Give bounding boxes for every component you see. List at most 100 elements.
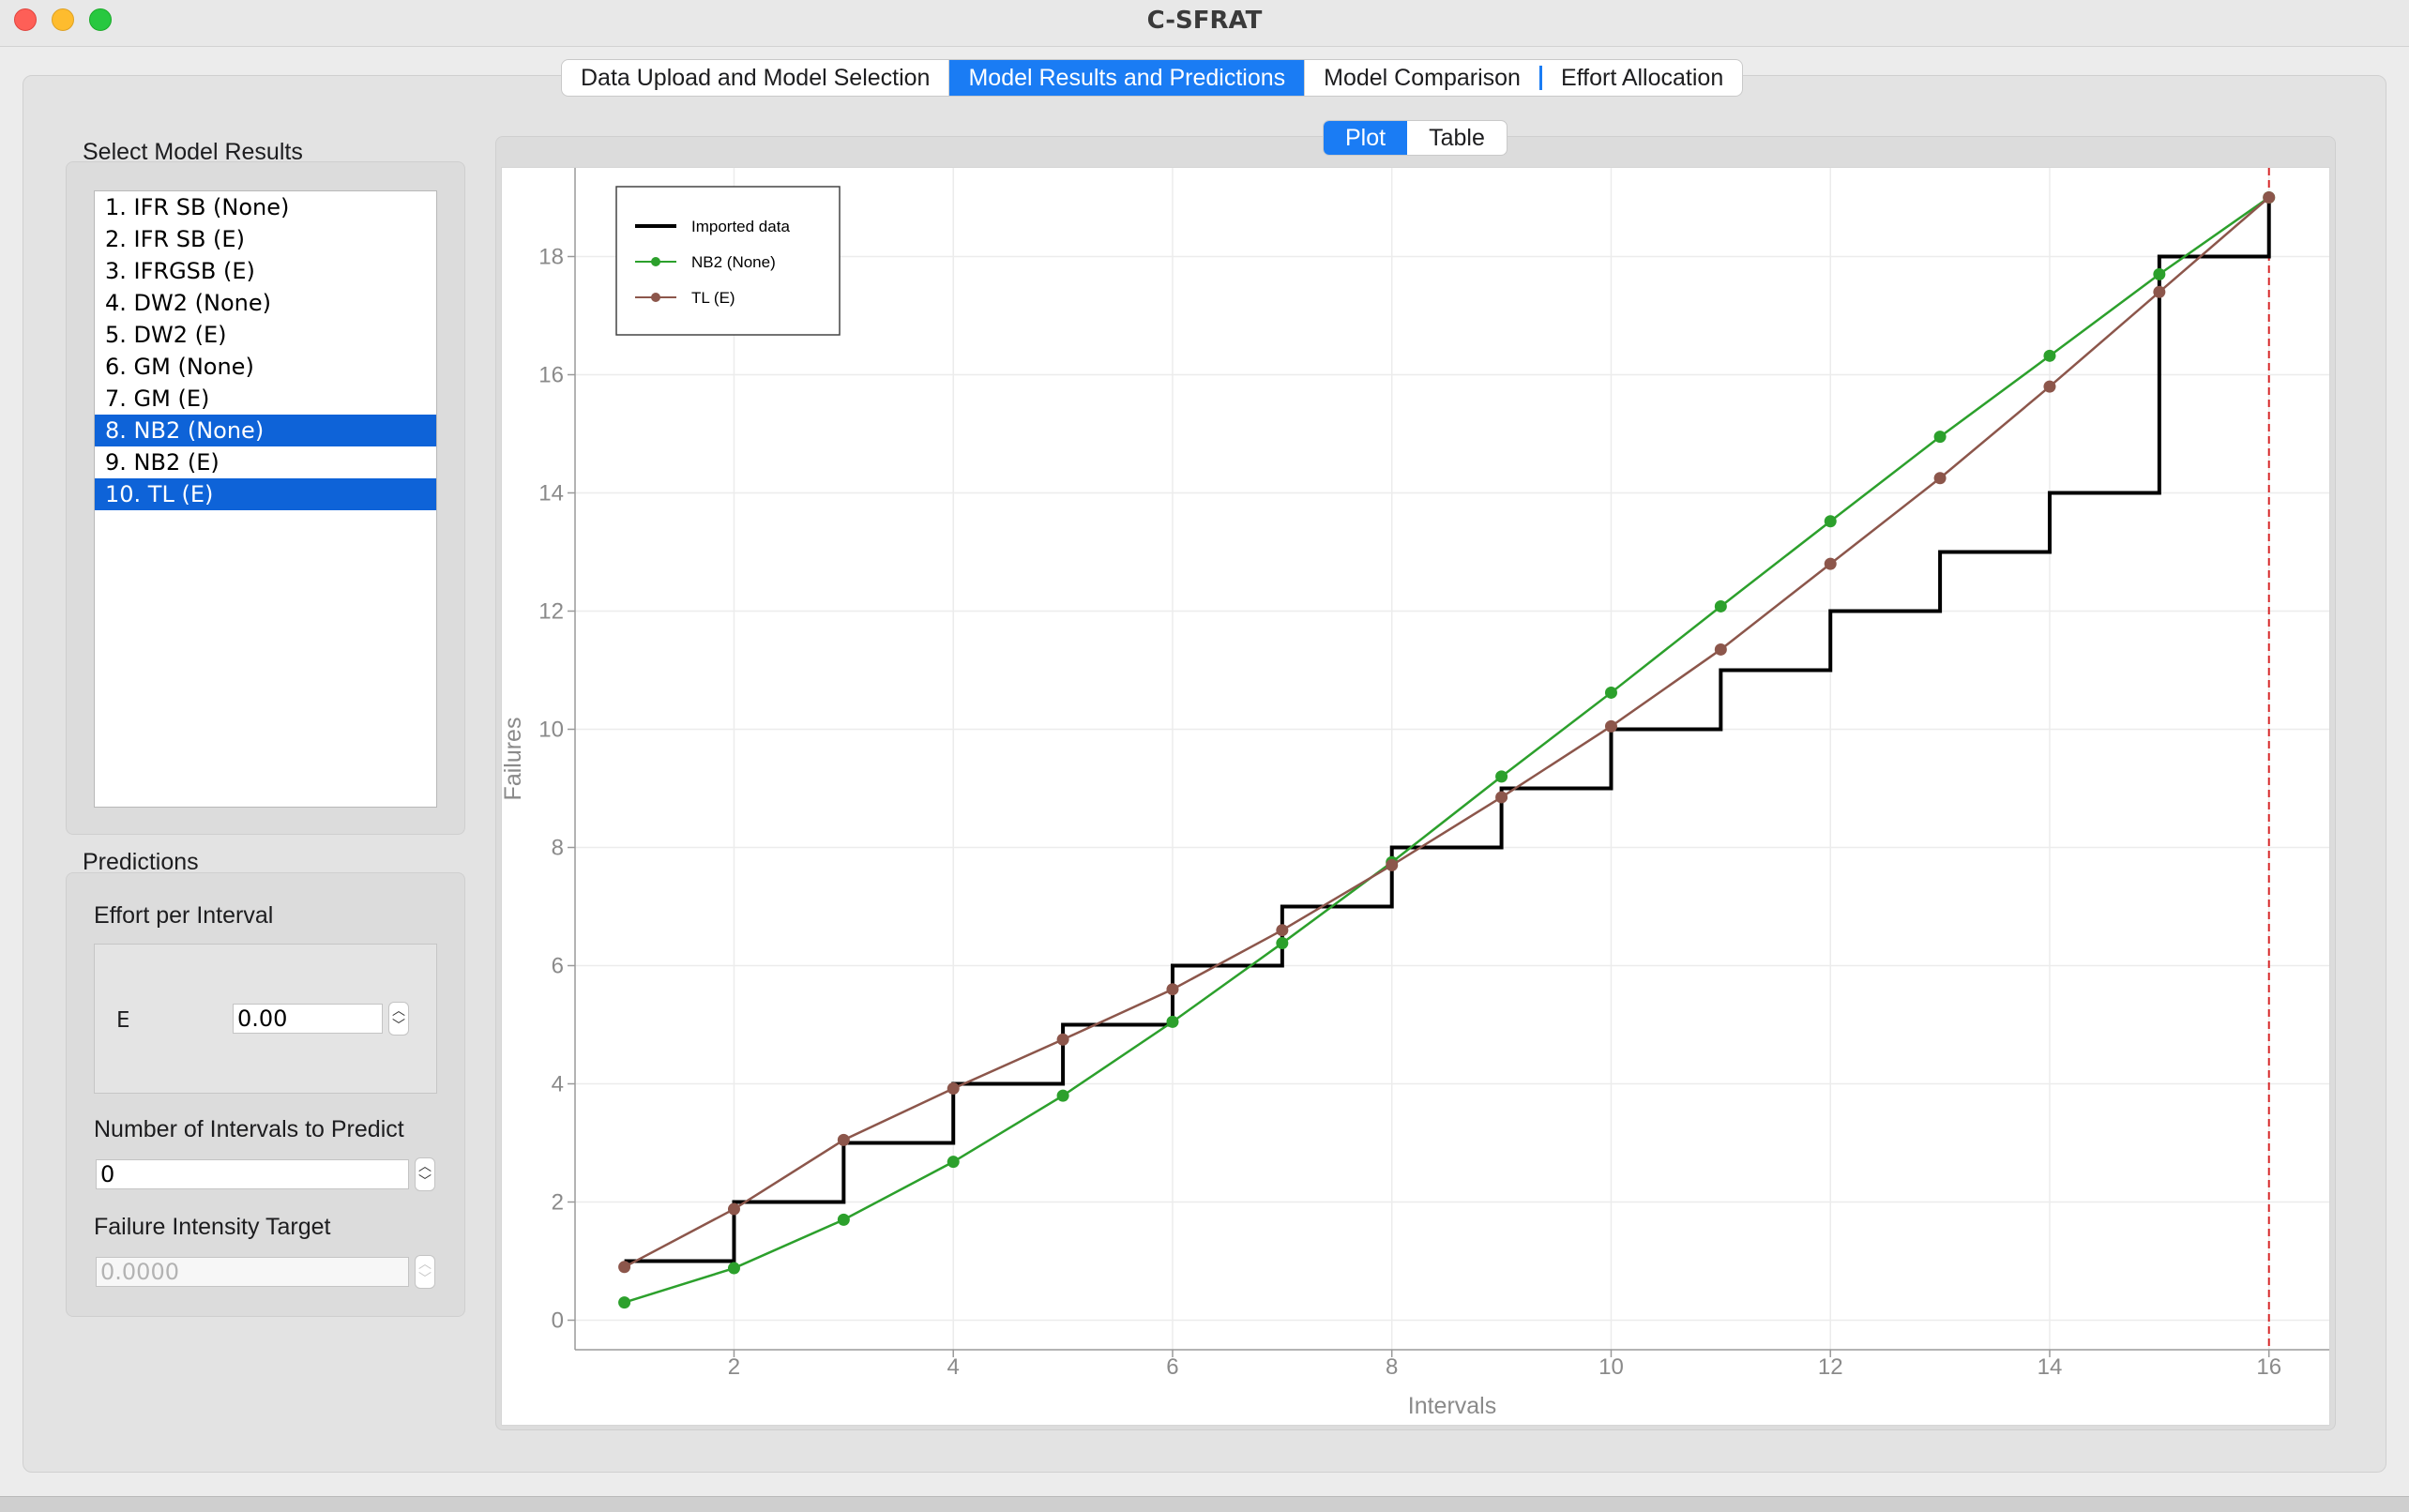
data-point bbox=[1495, 770, 1508, 783]
tab-model-comparison[interactable]: Model Comparison bbox=[1324, 65, 1521, 91]
plot-table-tab-bar: Plot Table bbox=[1323, 120, 1508, 156]
data-point bbox=[727, 1262, 740, 1275]
series-line bbox=[624, 196, 2270, 1268]
close-window-button[interactable] bbox=[14, 8, 37, 31]
data-point bbox=[1604, 719, 1617, 733]
effort-variable-label: E bbox=[116, 1008, 130, 1033]
data-point bbox=[2043, 380, 2056, 393]
model-results-title: Select Model Results bbox=[83, 139, 303, 165]
data-point bbox=[1166, 1015, 1179, 1028]
model-item[interactable]: 4. DW2 (None) bbox=[105, 290, 271, 316]
data-point bbox=[618, 1261, 631, 1274]
plot-canvas[interactable]: 2 4 6 8 10 12 14 16 0 2 4 6 8 10 12 14 16 18 Intervals Fail… bbox=[500, 167, 2330, 1426]
x-tick-label: 8 bbox=[1386, 1354, 1398, 1380]
intensity-stepper: ︿ ﹀ bbox=[415, 1255, 435, 1289]
data-point bbox=[1056, 1089, 1069, 1102]
predictions-group bbox=[66, 872, 465, 1317]
model-list[interactable]: 1. IFR SB (None) 2. IFR SB (E) 3. IFRGSB… bbox=[94, 190, 437, 808]
data-point bbox=[1495, 791, 1508, 804]
y-tick-label: 8 bbox=[552, 836, 564, 861]
model-item[interactable]: 1. IFR SB (None) bbox=[105, 194, 290, 220]
data-point bbox=[727, 1202, 740, 1216]
model-item-selected[interactable]: 10. TL (E) bbox=[95, 478, 436, 510]
y-tick-label: 12 bbox=[538, 599, 564, 625]
model-item[interactable]: 3. IFRGSB (E) bbox=[105, 258, 255, 284]
y-tick-label: 18 bbox=[538, 245, 564, 270]
x-tick-label: 2 bbox=[728, 1354, 740, 1380]
minimize-window-button[interactable] bbox=[52, 8, 74, 31]
y-tick-label: 6 bbox=[552, 954, 564, 979]
y-tick-label: 4 bbox=[552, 1072, 564, 1097]
y-tick-label: 14 bbox=[538, 481, 564, 507]
tab-plot[interactable]: Plot bbox=[1324, 121, 1408, 155]
x-tick-label: 4 bbox=[947, 1354, 960, 1380]
legend-marker bbox=[651, 293, 660, 302]
failure-intensity-target-label: Failure Intensity Target bbox=[94, 1214, 331, 1240]
legend-label: NB2 (None) bbox=[691, 253, 776, 271]
y-tick-label: 10 bbox=[538, 718, 564, 743]
y-tick-label: 2 bbox=[552, 1190, 564, 1216]
effort-input[interactable]: 0.00 bbox=[233, 1004, 383, 1034]
zoom-window-button[interactable] bbox=[89, 8, 112, 31]
data-point bbox=[1714, 643, 1727, 656]
data-point bbox=[1166, 983, 1179, 996]
model-item[interactable]: 9. NB2 (E) bbox=[105, 449, 220, 476]
legend-label: Imported data bbox=[691, 218, 790, 235]
data-point bbox=[837, 1133, 850, 1146]
x-tick-label: 14 bbox=[2038, 1354, 2063, 1380]
legend: Imported data NB2 (None) TL (E) bbox=[615, 186, 841, 336]
effort-stepper[interactable]: ︿ ﹀ bbox=[388, 1002, 409, 1036]
legend-marker bbox=[651, 257, 660, 266]
tab-separator bbox=[1538, 66, 1542, 90]
data-point bbox=[1933, 472, 1947, 485]
data-point bbox=[2153, 267, 2166, 280]
x-axis-label: Intervals bbox=[1408, 1393, 1496, 1419]
x-tick-label: 12 bbox=[1818, 1354, 1843, 1380]
y-tick-label: 16 bbox=[538, 363, 564, 388]
intervals-to-predict-input[interactable]: 0 bbox=[96, 1159, 409, 1189]
data-point bbox=[947, 1082, 960, 1096]
data-point bbox=[2263, 191, 2276, 204]
data-point bbox=[1824, 515, 1837, 528]
tab-data-upload[interactable]: Data Upload and Model Selection bbox=[562, 60, 950, 96]
series-line bbox=[624, 196, 2270, 1304]
x-tick-label: 6 bbox=[1166, 1354, 1178, 1380]
tab-table[interactable]: Table bbox=[1429, 125, 1485, 151]
data-point bbox=[2153, 285, 2166, 298]
failure-intensity-input: 0.0000 bbox=[96, 1257, 409, 1287]
data-point bbox=[2043, 349, 2056, 362]
main-tab-bar: Data Upload and Model Selection Model Re… bbox=[561, 59, 1744, 97]
x-tick-label: 10 bbox=[1598, 1354, 1624, 1380]
intervals-to-predict-label: Number of Intervals to Predict bbox=[94, 1116, 404, 1142]
data-point bbox=[1276, 924, 1289, 937]
intervals-stepper[interactable]: ︿ ﹀ bbox=[415, 1157, 435, 1191]
title-bar: C-SFRAT bbox=[0, 0, 2409, 47]
tab-effort-allocation[interactable]: Effort Allocation bbox=[1560, 65, 1724, 91]
data-point bbox=[837, 1213, 850, 1226]
data-point bbox=[1933, 431, 1947, 444]
model-item[interactable]: 6. GM (None) bbox=[105, 354, 254, 380]
model-item[interactable]: 7. GM (E) bbox=[105, 386, 210, 412]
model-item-selected[interactable]: 8. NB2 (None) bbox=[95, 415, 436, 446]
window-title: C-SFRAT bbox=[1146, 7, 1263, 35]
bottom-edge bbox=[0, 1496, 2409, 1512]
series-line-imported-data bbox=[624, 197, 2271, 1263]
data-point bbox=[1824, 557, 1837, 570]
data-point bbox=[947, 1156, 960, 1169]
effort-per-interval-label: Effort per Interval bbox=[94, 902, 274, 929]
legend-label: TL (E) bbox=[691, 289, 735, 307]
tab-model-results[interactable]: Model Results and Predictions bbox=[949, 60, 1306, 96]
predictions-title: Predictions bbox=[83, 849, 199, 875]
model-item[interactable]: 5. DW2 (E) bbox=[105, 322, 227, 348]
data-point bbox=[1056, 1033, 1069, 1046]
y-axis-label: Failures bbox=[502, 718, 526, 801]
data-point bbox=[1276, 937, 1289, 950]
x-tick-label: 16 bbox=[2256, 1354, 2281, 1380]
y-tick-label: 0 bbox=[552, 1308, 564, 1334]
data-point bbox=[1714, 599, 1727, 612]
data-point bbox=[1386, 858, 1399, 871]
model-item[interactable]: 2. IFR SB (E) bbox=[105, 226, 245, 252]
data-point bbox=[1604, 686, 1617, 699]
failure-chart: 2 4 6 8 10 12 14 16 0 2 4 6 8 10 12 14 16 18 Intervals Fail… bbox=[500, 168, 2329, 1419]
data-point bbox=[618, 1296, 631, 1309]
